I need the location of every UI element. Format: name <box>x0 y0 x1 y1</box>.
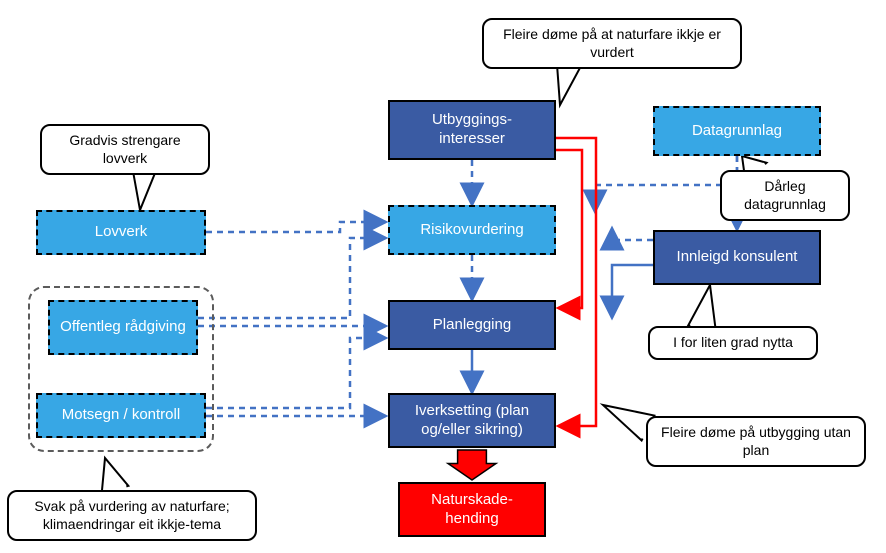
node-motsegn: Motsegn / kontroll <box>36 393 206 438</box>
callout-svak: Svak på vurdering av naturfare; klimaend… <box>7 490 257 541</box>
callout-pointer-liten_grad <box>688 285 716 331</box>
callout-darleg: Dårleg datagrunnlag <box>720 170 850 221</box>
callout-gradvis: Gradvis strengare lovverk <box>40 124 210 175</box>
edge-utb-red1 <box>556 150 582 308</box>
node-datagrunnlag: Datagrunnlag <box>653 106 821 156</box>
edge-off-risiko <box>198 238 386 318</box>
edge-lov-risiko <box>206 222 386 232</box>
callout-utbygging-plan: Fleire døme på utbygging utan plan <box>646 416 866 467</box>
node-naturskade: Naturskade- hending <box>398 482 546 537</box>
node-iverksetting: Iverksetting (plan og/eller sikring) <box>388 393 556 448</box>
edge-kons-risiko <box>612 228 653 240</box>
node-planlegging: Planlegging <box>388 300 556 350</box>
block-arrow-naturskade <box>448 450 496 480</box>
node-offentleg: Offentleg rådgiving <box>48 300 198 355</box>
node-konsulent: Innleigd konsulent <box>653 230 821 285</box>
edge-utb-red2 <box>556 138 596 426</box>
edge-mot-plan <box>206 338 386 408</box>
node-lovverk: Lovverk <box>36 210 206 255</box>
node-utbygging: Utbyggings- interesser <box>388 100 556 160</box>
node-risiko: Risikovurdering <box>388 205 556 255</box>
callout-liten-grad: I for liten grad nytta <box>648 326 818 360</box>
callout-naturfare: Fleire døme på at naturfare ikkje er vur… <box>482 18 742 69</box>
edge-kons-plan <box>612 265 653 318</box>
edge-data-risiko <box>595 156 737 212</box>
